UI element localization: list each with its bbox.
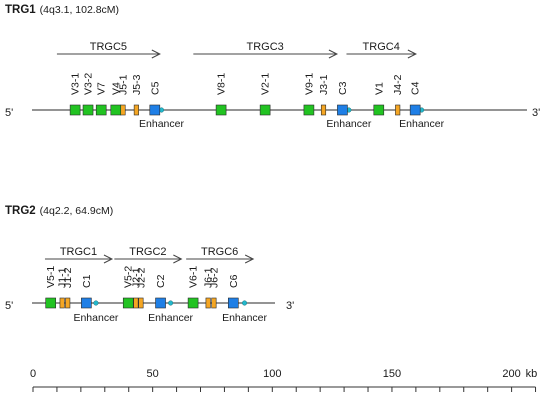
five-prime-label: 5' — [5, 107, 13, 119]
segment-j-box — [395, 104, 401, 116]
segment-label: V5-1 — [45, 266, 57, 288]
group-arrow-head — [103, 254, 114, 264]
segment-j-box — [133, 297, 139, 309]
scale-tick-label: 100 — [263, 368, 281, 380]
segment-v-box — [110, 104, 122, 116]
segment-label: V3-1 — [70, 73, 82, 95]
scale-tick-label: 200 — [502, 368, 520, 380]
segment-label: V5-2 — [123, 266, 135, 288]
three-prime-label: 3' — [286, 300, 294, 312]
segment-v-box — [45, 297, 57, 309]
group-label: TRGC2 — [129, 246, 166, 258]
three-prime-label: 3' — [532, 107, 540, 119]
five-prime-label: 5' — [5, 300, 13, 312]
segment-label: V6-1 — [188, 266, 200, 288]
segment-label: V4 — [110, 82, 122, 95]
segment-c-box — [149, 104, 161, 116]
segment-v-box — [187, 297, 199, 309]
scale-tick-label: 150 — [383, 368, 401, 380]
segment-c-box — [409, 104, 421, 116]
group-arrow-head — [328, 49, 339, 59]
segment-label: V8-1 — [216, 73, 228, 95]
segment-v-box — [122, 297, 134, 309]
svg-text:TRG2(4q2.2, 64.9cM): TRG2 (4q2.2, 64.9cM) — [5, 205, 113, 217]
segment-label: J2-2 — [135, 267, 147, 288]
group-label: TRGC6 — [201, 246, 238, 258]
segment-label: V3-2 — [83, 73, 95, 95]
segment-c-box — [81, 297, 92, 309]
segment-j-box — [320, 104, 327, 116]
segment-label: V7 — [96, 82, 108, 95]
segment-label: C2 — [155, 274, 167, 288]
locus-name: TRG2 — [5, 205, 36, 217]
enhancer-dot — [93, 300, 99, 306]
locus-name: TRG1 — [5, 4, 36, 16]
segment-c-box — [155, 297, 166, 309]
segment-label: J5-1 — [117, 74, 129, 95]
enhancer-label: Enhancer — [73, 312, 118, 324]
scale-tick-label: 50 — [147, 368, 159, 380]
segment-j-box — [120, 104, 126, 116]
group-label: TRGC4 — [363, 41, 400, 53]
segment-v-box — [215, 104, 227, 116]
enhancer-label: Enhancer — [399, 118, 444, 130]
trg2-locus: TRG2 (4q2.2, 64.9cM) 5' 3' TRGC1 TRGC2 TRGC… — [5, 205, 294, 324]
segment-j-box — [59, 297, 65, 309]
segment-label: C5 — [149, 81, 161, 95]
svg-text:TRG1(4q3.1, 102.8cM): TRG1 (4q3.1, 102.8cM) — [5, 4, 119, 16]
enhancer-label: Enhancer — [222, 312, 267, 324]
segment-v-box — [69, 104, 81, 116]
segment-label: J1-1 — [57, 267, 69, 288]
segment-label: J1-2 — [62, 267, 74, 288]
segment-v-box — [259, 104, 271, 116]
segment-c-box — [227, 297, 239, 309]
enhancer-dot — [241, 300, 248, 306]
scale-tick-label: 0 — [30, 368, 36, 380]
segment-label: V1 — [373, 82, 385, 95]
segment-label: C1 — [81, 274, 93, 288]
segment-label: J4-2 — [392, 74, 404, 95]
scale-unit-label: kb — [526, 368, 538, 380]
segment-label: C3 — [337, 81, 349, 95]
segment-v-box — [82, 104, 94, 116]
group-label: TRGC5 — [90, 41, 127, 53]
segment-label: J6-1 — [203, 267, 215, 288]
kb-scale-bar: 0 50 100 150 200 kb — [30, 368, 537, 392]
segment-label: V9-1 — [303, 73, 315, 95]
group-label: TRGC1 — [60, 246, 97, 258]
group-label: TRGC3 — [246, 41, 283, 53]
segment-c-box — [337, 104, 348, 116]
segment-label: J2-1 — [130, 267, 142, 288]
segment-j-box — [138, 297, 144, 309]
enhancer-label: Enhancer — [148, 312, 193, 324]
segment-j-box — [133, 104, 139, 116]
segment-label: J3-1 — [318, 74, 330, 95]
segment-label: C4 — [410, 81, 422, 95]
segment-label: V2-1 — [260, 73, 272, 95]
group-arrow-head — [151, 49, 161, 59]
segment-label: J6-2 — [208, 267, 220, 288]
segment-v-box — [95, 104, 107, 116]
segment-v-box — [303, 104, 315, 116]
segment-label: J5-3 — [131, 74, 143, 95]
group-arrow-head — [407, 49, 417, 59]
segment-label: C6 — [228, 274, 240, 288]
group-arrow-head — [244, 254, 255, 264]
trg1-locus: TRG1 (4q3.1, 102.8cM) 5' 3' TRGC5 TRGC3 TRG… — [5, 4, 540, 130]
segment-j-box — [65, 297, 71, 309]
enhancer-label: Enhancer — [326, 118, 371, 130]
locus-location: (4q3.1, 102.8cM) — [40, 4, 119, 16]
segment-j-box — [205, 297, 211, 309]
group-arrow-head — [173, 254, 183, 264]
segment-j-box — [211, 297, 217, 309]
enhancer-label: Enhancer — [139, 118, 184, 130]
locus-location: (4q2.2, 64.9cM) — [40, 205, 114, 217]
enhancer-dot — [168, 300, 174, 306]
segment-v-box — [373, 104, 385, 116]
